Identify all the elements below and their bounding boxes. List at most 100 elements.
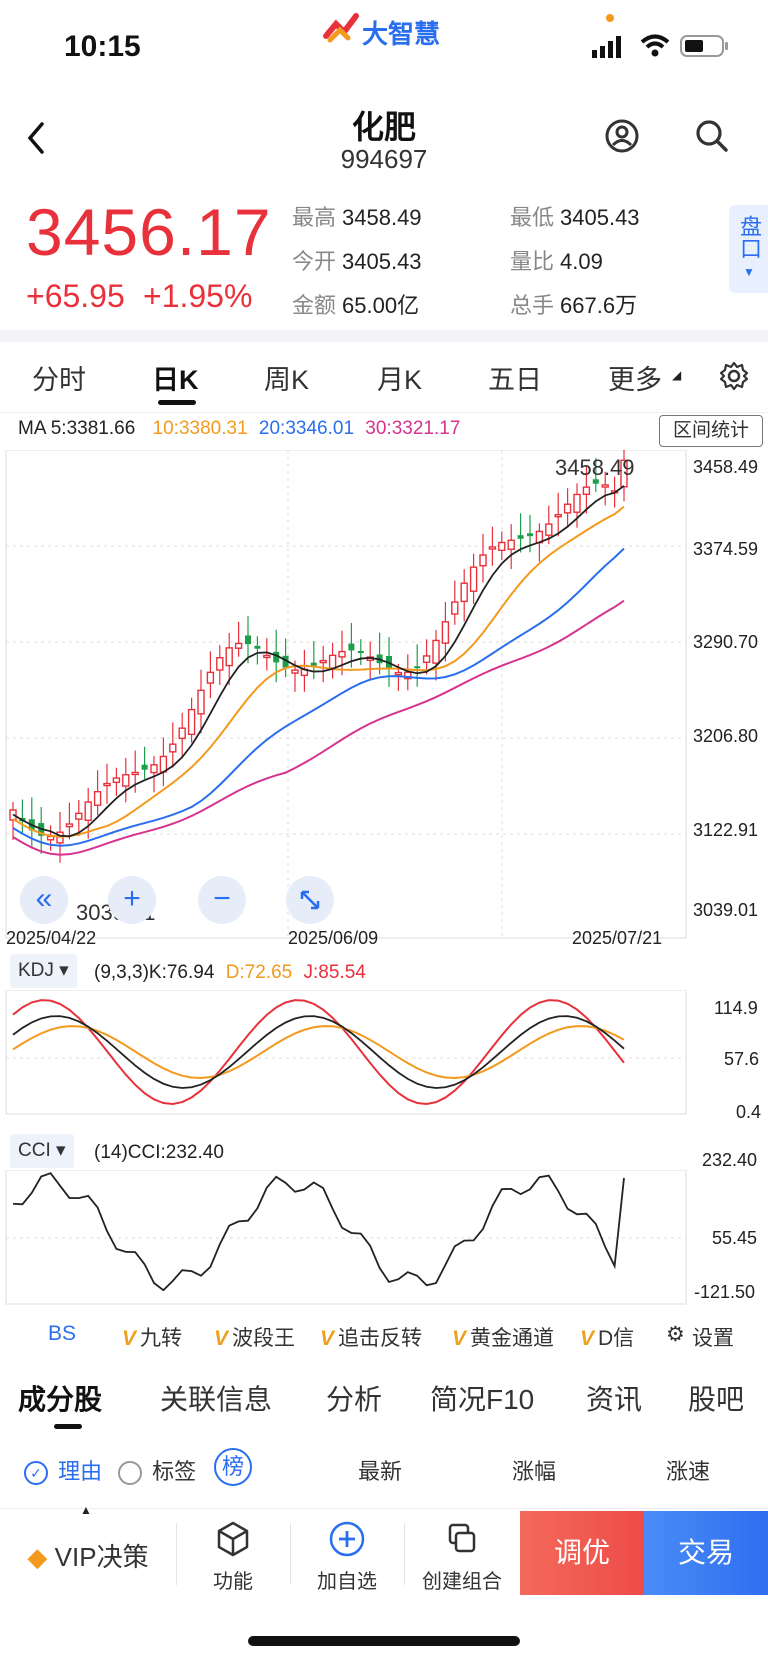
add-watchlist-label: 加自选: [317, 1571, 377, 1593]
cci-chart: [5, 1170, 687, 1305]
stock-header: 化肥 994697: [0, 90, 768, 190]
trade-button[interactable]: 交易: [644, 1511, 768, 1595]
stat-volume-ratio: 量比 4.09: [510, 249, 603, 274]
more-corner-icon: ◢: [672, 368, 682, 382]
candle: [84, 801, 92, 821]
candle: [422, 655, 431, 663]
candle: [169, 743, 177, 753]
scroll-left-button[interactable]: «: [20, 876, 68, 924]
candle: [131, 771, 139, 776]
cci-selector[interactable]: CCI ▾: [10, 1134, 74, 1168]
candle: [601, 484, 609, 488]
tag-toggle[interactable]: 标签: [118, 1454, 196, 1486]
function-button[interactable]: 功能: [176, 1509, 290, 1597]
reason-toggle[interactable]: ✓ 理由: [24, 1454, 102, 1486]
tab-f10[interactable]: 简况F10: [430, 1384, 535, 1415]
tab-forum[interactable]: 股吧: [688, 1384, 745, 1415]
kdj-selector[interactable]: KDJ ▾: [10, 954, 77, 988]
tune-button[interactable]: 调优: [520, 1511, 644, 1595]
kdj-k-value: (9,3,3)K:76.94: [94, 962, 215, 983]
price-axis-1: 3458.49: [693, 457, 759, 477]
create-portfolio-button[interactable]: 创建组合: [404, 1509, 520, 1597]
tab-daily-k[interactable]: 日K: [152, 365, 199, 395]
date-axis-1: 2025/04/22: [6, 928, 97, 948]
kline-chart[interactable]: [0, 450, 768, 950]
search-icon[interactable]: [694, 118, 730, 154]
kdj-legend: (9,3,3)K:76.94 D:72.65 J:85.54: [94, 962, 366, 984]
candle: [394, 671, 403, 676]
candle: [103, 782, 111, 787]
kdj-axis-3: 0.4: [736, 1102, 762, 1122]
candle: [93, 791, 102, 806]
stat-high: 最高 3458.49: [292, 205, 422, 230]
candle: [197, 689, 205, 715]
vip-decision-button[interactable]: ◆ VIP决策: [0, 1537, 176, 1577]
tab-related-info[interactable]: 关联信息: [160, 1384, 273, 1415]
candle: [432, 639, 440, 664]
recording-dot: [606, 14, 614, 22]
strategy-settings[interactable]: ⚙ 设置: [644, 1314, 768, 1358]
candle: [573, 493, 581, 513]
tab-news[interactable]: 资讯: [586, 1384, 643, 1415]
zoom-in-button[interactable]: +: [108, 876, 156, 924]
filter-row: ✓ 理由 标签 榜 最新 涨幅 涨速: [0, 1440, 768, 1500]
col-change[interactable]: 涨幅: [512, 1459, 557, 1484]
ma5-value: MA 5:3381.66: [18, 418, 136, 439]
tab-analysis[interactable]: 分析: [326, 1384, 383, 1415]
candle: [187, 708, 196, 736]
price-axis-2: 3374.59: [693, 539, 759, 559]
strategy-item-3[interactable]: V 追击反转: [320, 1327, 423, 1350]
candle: [225, 647, 233, 667]
status-time: 10:15: [64, 30, 141, 63]
candle: [517, 535, 524, 539]
expand-icon: [300, 890, 320, 910]
candle: [348, 643, 355, 651]
stat-open: 今开 3405.43: [292, 249, 422, 274]
battery-icon: [680, 35, 728, 57]
candle: [65, 823, 74, 828]
tab-weekly-k[interactable]: 周K: [264, 365, 310, 395]
cube-icon: [217, 1521, 249, 1557]
candle: [319, 659, 327, 664]
tab-five-day[interactable]: 五日: [488, 365, 542, 395]
col-latest[interactable]: 最新: [358, 1459, 403, 1484]
fullscreen-button[interactable]: [286, 876, 334, 924]
candle: [141, 764, 148, 770]
strategy-item-5[interactable]: V D信: [580, 1327, 635, 1350]
tab-monthly-k[interactable]: 月K: [377, 365, 423, 395]
strategy-item-1[interactable]: V 九转: [122, 1327, 183, 1350]
ma30-value: 30:3321.17: [365, 418, 461, 439]
zoom-out-button[interactable]: −: [198, 876, 246, 924]
kdj-d-value: D:72.65: [225, 962, 293, 983]
candle: [122, 774, 130, 787]
profile-icon[interactable]: [604, 118, 640, 154]
candle: [291, 669, 299, 674]
rank-button[interactable]: 榜: [214, 1448, 252, 1486]
candle: [216, 657, 224, 671]
last-price: 3456.17: [26, 195, 272, 269]
candle: [460, 582, 468, 603]
cci-axis-2: 55.45: [712, 1228, 758, 1248]
info-tab-underline: [54, 1424, 82, 1429]
ma20-value: 20:3346.01: [258, 418, 355, 439]
back-icon[interactable]: [26, 120, 46, 156]
tab-constituents[interactable]: 成分股: [18, 1384, 103, 1415]
nav-divider: [176, 1523, 177, 1585]
candle: [338, 650, 346, 658]
candle: [273, 651, 280, 663]
strategy-bs[interactable]: BS: [48, 1322, 77, 1345]
strategy-item-2[interactable]: V 波段王: [214, 1327, 296, 1350]
tab-intraday[interactable]: 分时: [32, 365, 86, 395]
function-label: 功能: [213, 1571, 253, 1593]
settings-gear-icon[interactable]: [718, 360, 750, 392]
col-speed[interactable]: 涨速: [666, 1459, 711, 1484]
add-watchlist-button[interactable]: 加自选: [290, 1509, 404, 1597]
candle: [488, 546, 497, 550]
strategy-item-4[interactable]: V 黄金通道: [452, 1327, 555, 1350]
range-stats-button[interactable]: 区间统计: [659, 415, 763, 447]
diamond-icon: ◆: [27, 1542, 48, 1572]
tab-more[interactable]: 更多: [608, 365, 662, 395]
check-icon: ✓: [24, 1461, 48, 1486]
home-indicator: [248, 1636, 520, 1646]
pankou-button[interactable]: 盘口 ▼: [729, 205, 768, 293]
